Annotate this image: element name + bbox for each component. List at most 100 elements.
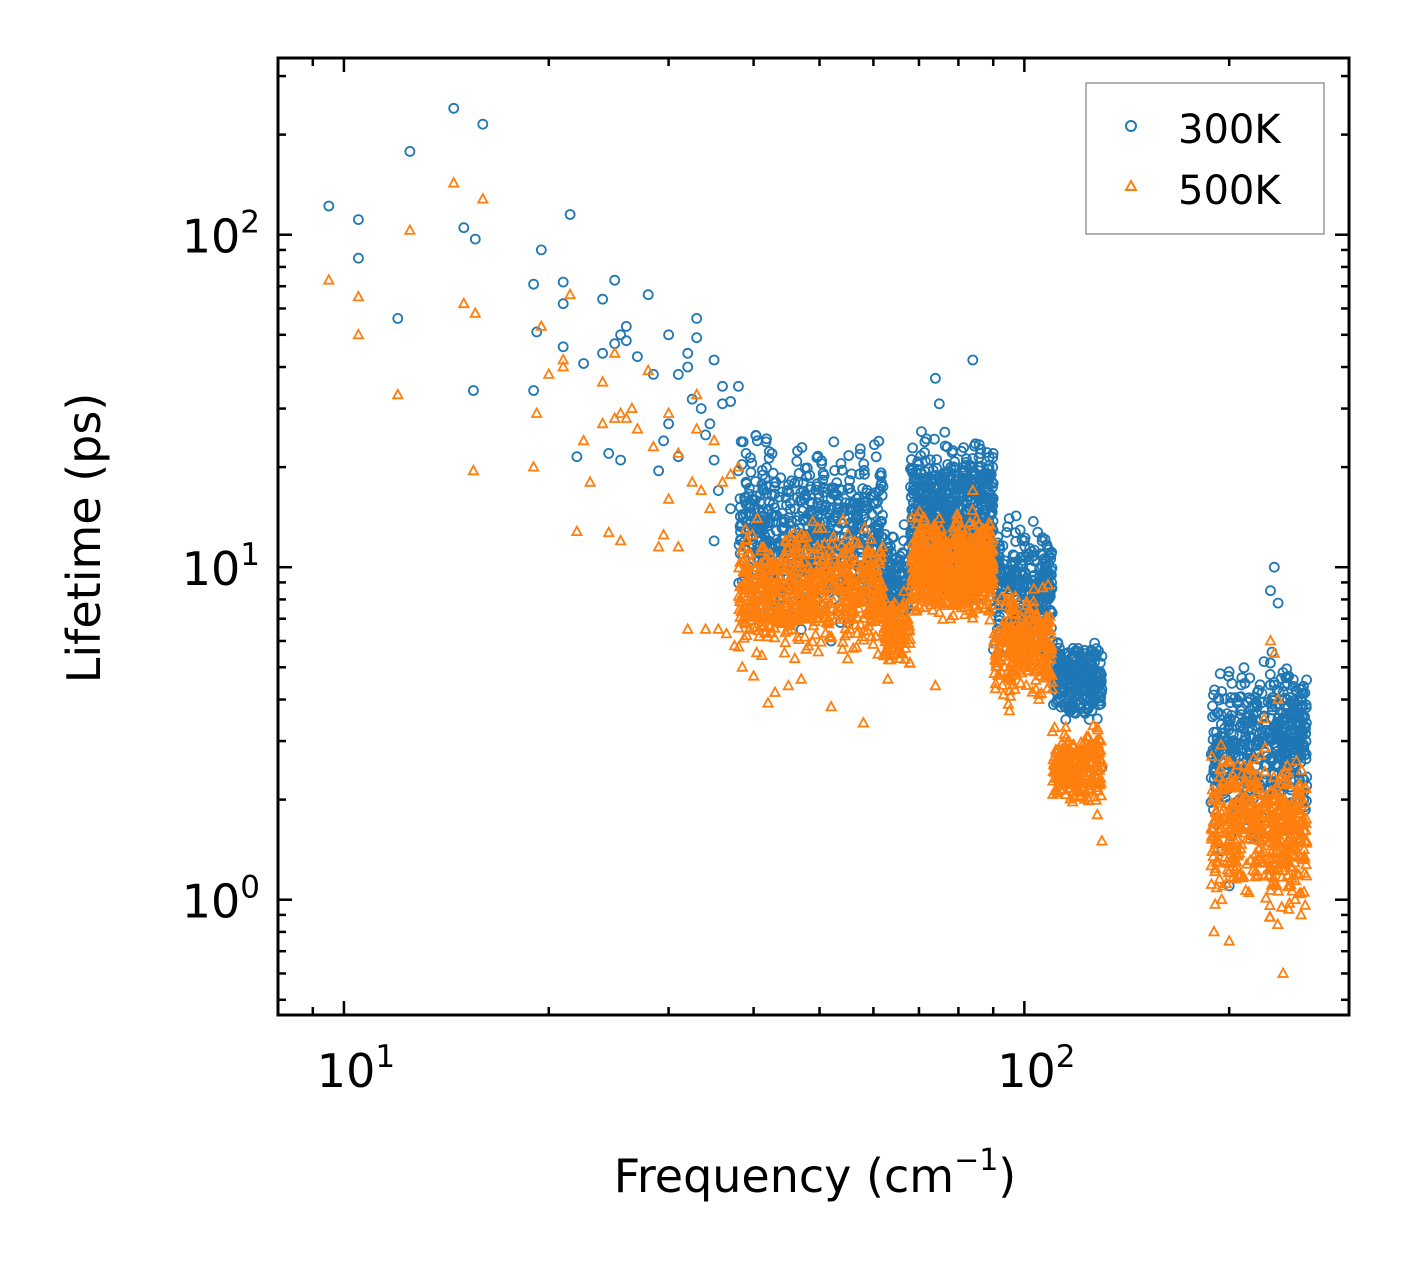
point-300k-1786 [1027,516,1039,527]
point-300k-639 [875,467,887,479]
point-500k-106 [798,630,811,642]
point-300k-17 [564,209,576,220]
point-300k-744 [793,467,805,479]
point-300k-25 [615,329,626,341]
point-300k-1414 [912,495,924,507]
point-500k-87 [1264,634,1277,646]
point-500k-10 [527,460,540,472]
point-300k-91 [1258,656,1270,667]
point-500k-55 [751,511,764,523]
point-300k-1795 [1017,568,1028,580]
point-300k-42 [691,332,703,344]
point-300k-1 [352,214,364,226]
point-300k-1376 [987,477,999,489]
point-500k-58 [782,678,795,691]
point-300k-18 [571,451,583,463]
point-300k-1805 [1023,548,1035,560]
point-500k-203 [825,537,839,549]
point-300k-2014 [1073,646,1085,657]
point-500k-88 [1268,646,1281,658]
point-300k-616 [872,495,884,507]
point-300k-597 [773,491,785,503]
point-300k-564 [737,436,749,448]
point-300k-2485 [1265,724,1276,736]
point-300k-2075 [1058,674,1069,686]
point-500k-40 [690,387,703,400]
point-300k-1505 [973,461,985,473]
point-300k-2235 [1239,677,1251,689]
point-300k-674 [757,483,768,495]
point-500k-251 [821,591,834,603]
point-300k-578 [792,445,803,457]
point-500k-31 [647,440,660,452]
point-300k-442 [859,468,870,480]
point-300k-46 [708,354,720,366]
point-300k-552 [817,474,829,486]
point-500k-14 [557,360,570,372]
point-300k-2318 [1253,736,1265,747]
point-300k-2560 [1297,701,1309,712]
point-500k-6 [457,296,470,309]
point-300k-210 [854,443,866,455]
point-300k-1517 [934,496,945,508]
point-300k-840 [883,543,894,554]
point-500k-47 [716,475,729,487]
point-300k-1819 [1037,580,1049,592]
point-300k-1740 [1016,534,1028,546]
point-300k-706 [848,497,859,509]
point-300k-440 [854,448,866,460]
point-300k-2175 [1240,734,1252,746]
point-300k-3 [392,312,404,324]
point-300k-2566 [1280,708,1292,719]
point-300k-6 [458,222,470,234]
point-300k-1449 [977,476,988,488]
point-300k-2328 [1225,692,1237,703]
point-300k-929 [929,433,940,445]
point-300k-4 [404,145,416,157]
point-500k-370 [800,542,813,555]
point-300k-740 [759,529,770,541]
point-300k-33 [658,435,669,447]
point-300k-22 [603,447,615,459]
point-500k-78 [1095,834,1109,846]
point-500k-277 [852,536,865,549]
point-300k-1741 [1018,580,1030,592]
point-300k-2489 [1293,728,1305,739]
point-300k-302 [767,467,779,479]
point-500k-13 [542,367,555,379]
point-300k-540 [763,446,775,458]
point-300k-2416 [1277,686,1289,698]
point-300k-738 [833,503,845,515]
point-300k-374 [743,482,755,494]
point-300k-2068 [1064,703,1076,714]
point-300k-1200 [921,433,932,445]
point-300k-856 [892,556,904,568]
point-300k-1508 [910,466,922,478]
point-300k-1392 [983,451,995,463]
point-500k-36 [672,446,685,458]
point-500k-25 [614,406,627,418]
point-300k-2046 [1093,699,1105,711]
point-300k-2507 [1284,692,1296,703]
point-500k-21 [596,375,609,387]
point-300k-401 [750,490,762,502]
point-500k-39 [686,475,699,487]
point-300k-11 [528,385,539,396]
point-300k-2079 [1092,686,1104,698]
point-300k-2339 [1249,701,1260,712]
point-300k-5 [448,102,460,114]
point-300k-583 [804,469,816,481]
point-300k-2573 [1280,672,1292,684]
point-300k-708 [745,466,757,478]
point-300k-724 [805,481,816,493]
point-300k-549 [831,477,843,489]
point-300k-39 [682,361,694,373]
point-300k-1511 [979,511,991,523]
point-300k-1437 [987,481,998,493]
point-300k-2579 [1276,716,1288,727]
point-300k-2557 [1290,738,1302,749]
point-300k-726 [817,481,829,493]
point-300k-43 [695,403,707,415]
point-300k-1793 [1036,560,1048,572]
